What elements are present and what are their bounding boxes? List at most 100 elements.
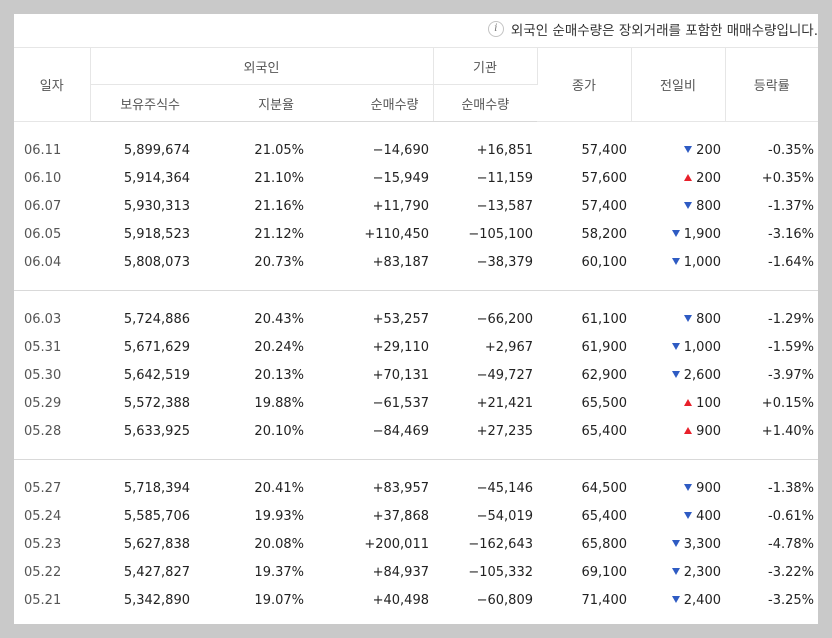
share-cell: 20.24%: [254, 339, 304, 355]
table-body: 06.11 5,899,674 21.05% −14,690 +16,851 57,400…: [14, 122, 818, 625]
change-cell: 2,300: [631, 558, 725, 586]
notice-text: 외국인 순매수량은 장외거래를 포함한 매매수량입니다.: [510, 23, 818, 39]
foreign-net-cell: +83,187: [372, 254, 429, 270]
group-separator: [14, 459, 818, 460]
header-rate: 등락률: [725, 47, 818, 122]
rate-cell: -3.25%: [768, 592, 814, 608]
table-row: 06.10 5,914,364 21.10% −15,949 −11,159 57,600…: [14, 164, 818, 192]
rate-cell: -1.29%: [768, 311, 814, 327]
table-row: 06.07 5,930,313 21.16% +11,790 −13,587 57,400…: [14, 192, 818, 220]
change-cell: 1,000: [631, 248, 725, 276]
date-cell: 05.28: [24, 423, 62, 439]
header-inst-net: 순매수량: [433, 84, 537, 122]
close-cell: 64,500: [581, 480, 628, 496]
change-value: 2,600: [683, 367, 721, 383]
info-icon: i: [487, 21, 504, 37]
arrow-down-icon: [684, 201, 693, 209]
close-cell: 58,200: [581, 226, 628, 242]
arrow-down-icon: [671, 595, 680, 603]
date-cell: 06.10: [24, 170, 62, 186]
inst-net-cell: −49,727: [476, 367, 533, 383]
table-row: 05.22 5,427,827 19.37% +84,937 −105,332 69,10…: [14, 558, 818, 586]
date-cell: 05.27: [24, 480, 62, 496]
table-row: 05.21 5,342,890 19.07% +40,498 −60,809 71,400…: [14, 586, 818, 614]
inst-net-cell: −60,809: [476, 592, 533, 608]
holdings-cell: 5,914,364: [123, 170, 190, 186]
change-value: 900: [696, 423, 721, 439]
rate-cell: -1.38%: [768, 480, 814, 496]
holdings-cell: 5,671,629: [123, 339, 190, 355]
rate-cell: +0.15%: [761, 395, 814, 411]
change-value: 3,300: [683, 536, 721, 552]
table-row: 05.23 5,627,838 20.08% +200,011 −162,643 65,8…: [14, 530, 818, 558]
close-cell: 61,100: [581, 311, 628, 327]
inst-net-cell: −54,019: [476, 508, 533, 524]
trading-table: 일자 외국인 기관 종가 전일비 등락률 보유주식수 지분율 순매수량 순매수량…: [14, 47, 818, 624]
inst-net-cell: −162,643: [468, 536, 533, 552]
close-cell: 62,900: [581, 367, 628, 383]
arrow-up-icon: [684, 426, 693, 434]
change-cell: 100: [631, 389, 725, 417]
change-cell: 2,600: [631, 361, 725, 389]
change-value: 1,900: [683, 226, 721, 242]
change-value: 400: [696, 508, 721, 524]
change-value: 200: [696, 142, 721, 158]
inst-net-cell: +16,851: [476, 142, 533, 158]
holdings-cell: 5,718,394: [123, 480, 190, 496]
foreign-net-cell: +70,131: [372, 367, 429, 383]
close-cell: 61,900: [581, 339, 628, 355]
inst-net-cell: +2,967: [484, 339, 533, 355]
inst-net-cell: −38,379: [476, 254, 533, 270]
foreign-net-cell: +29,110: [372, 339, 429, 355]
holdings-cell: 5,899,674: [123, 142, 190, 158]
holdings-cell: 5,808,073: [123, 254, 190, 270]
date-cell: 05.31: [24, 339, 62, 355]
change-value: 900: [696, 480, 721, 496]
change-value: 800: [696, 311, 721, 327]
holdings-cell: 5,585,706: [123, 508, 190, 524]
inst-net-cell: +27,235: [476, 423, 533, 439]
share-cell: 20.13%: [254, 367, 304, 383]
change-value: 2,300: [683, 564, 721, 580]
change-cell: 900: [631, 474, 725, 502]
arrow-down-icon: [684, 145, 693, 153]
arrow-down-icon: [684, 483, 693, 491]
date-cell: 06.11: [24, 142, 62, 158]
rate-cell: -0.61%: [768, 508, 814, 524]
date-cell: 05.21: [24, 592, 62, 608]
change-value: 2,400: [683, 592, 721, 608]
date-cell: 06.05: [24, 226, 62, 242]
table-row: 05.31 5,671,629 20.24% +29,110 +2,967 61,900 1…: [14, 333, 818, 361]
arrow-down-icon: [671, 539, 680, 547]
close-cell: 60,100: [581, 254, 628, 270]
rate-cell: -4.78%: [768, 536, 814, 552]
header-holdings: 보유주식수: [90, 84, 194, 122]
arrow-down-icon: [671, 342, 680, 350]
table-row: 06.04 5,808,073 20.73% +83,187 −38,379 60,100…: [14, 248, 818, 276]
change-cell: 200: [631, 136, 725, 164]
date-cell: 06.04: [24, 254, 62, 270]
share-cell: 20.10%: [254, 423, 304, 439]
header-change: 전일비: [631, 47, 726, 122]
change-value: 800: [696, 198, 721, 214]
share-cell: 21.12%: [254, 226, 304, 242]
table-row: 05.28 5,633,925 20.10% −84,469 +27,235 65,400…: [14, 417, 818, 445]
group-separator: [14, 290, 818, 291]
share-cell: 19.88%: [254, 395, 304, 411]
date-cell: 05.29: [24, 395, 62, 411]
foreign-net-cell: +83,957: [372, 480, 429, 496]
holdings-cell: 5,918,523: [123, 226, 190, 242]
close-cell: 57,400: [581, 198, 628, 214]
close-cell: 71,400: [581, 592, 628, 608]
close-cell: 65,800: [581, 536, 628, 552]
change-cell: 800: [631, 192, 725, 220]
change-cell: 1,000: [631, 333, 725, 361]
date-cell: 06.03: [24, 311, 62, 327]
table-row: 05.29 5,572,388 19.88% −61,537 +21,421 65,500…: [14, 389, 818, 417]
foreign-net-cell: +84,937: [372, 564, 429, 580]
foreign-net-cell: −61,537: [372, 395, 429, 411]
holdings-cell: 5,427,827: [123, 564, 190, 580]
table-row: 06.03 5,724,886 20.43% +53,257 −66,200 61,100…: [14, 305, 818, 333]
close-cell: 65,400: [581, 423, 628, 439]
foreign-net-cell: +11,790: [372, 198, 429, 214]
